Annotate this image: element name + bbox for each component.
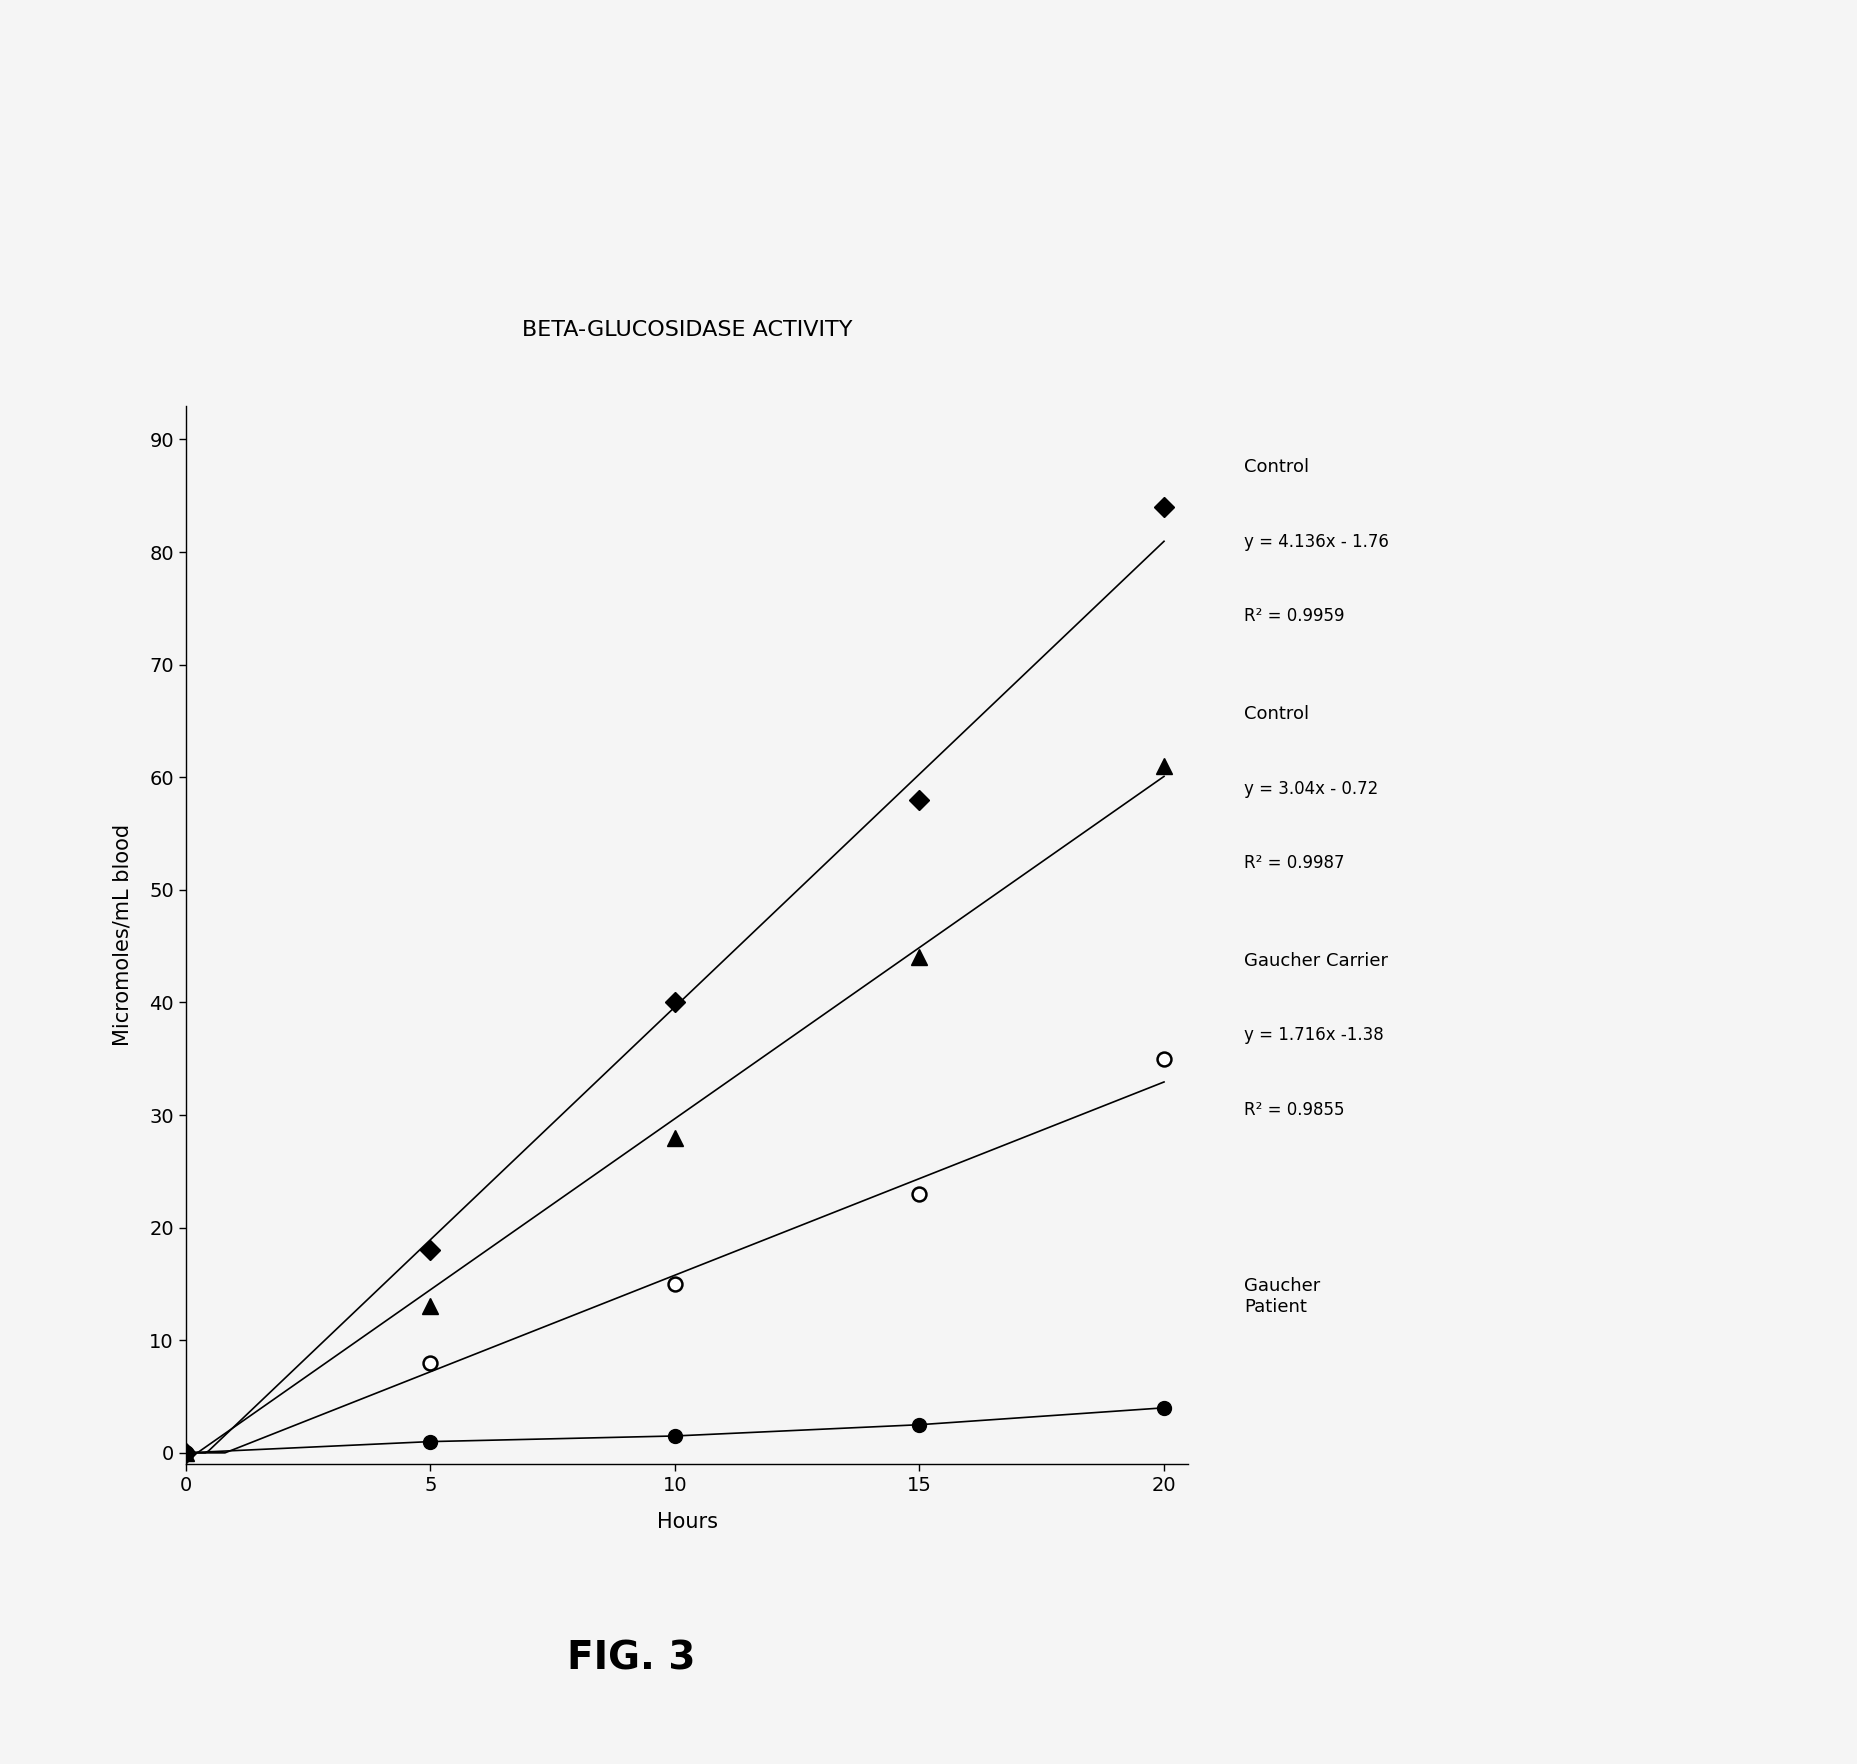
Y-axis label: Micromoles/mL blood: Micromoles/mL blood	[113, 824, 132, 1046]
Text: Gaucher
Patient: Gaucher Patient	[1244, 1277, 1320, 1316]
Text: R² = 0.9987: R² = 0.9987	[1244, 854, 1344, 871]
Text: Control: Control	[1244, 706, 1309, 723]
Text: Control: Control	[1244, 459, 1309, 476]
Text: y = 1.716x -1.38: y = 1.716x -1.38	[1244, 1027, 1383, 1044]
Text: Gaucher Carrier: Gaucher Carrier	[1244, 953, 1389, 970]
Text: y = 4.136x - 1.76: y = 4.136x - 1.76	[1244, 533, 1389, 550]
Text: R² = 0.9959: R² = 0.9959	[1244, 607, 1344, 624]
Title: BETA-GLUCOSIDASE ACTIVITY: BETA-GLUCOSIDASE ACTIVITY	[522, 321, 852, 340]
Text: R² = 0.9855: R² = 0.9855	[1244, 1101, 1344, 1118]
X-axis label: Hours: Hours	[657, 1512, 717, 1531]
Text: y = 3.04x - 0.72: y = 3.04x - 0.72	[1244, 780, 1378, 797]
Text: FIG. 3: FIG. 3	[566, 1639, 696, 1678]
